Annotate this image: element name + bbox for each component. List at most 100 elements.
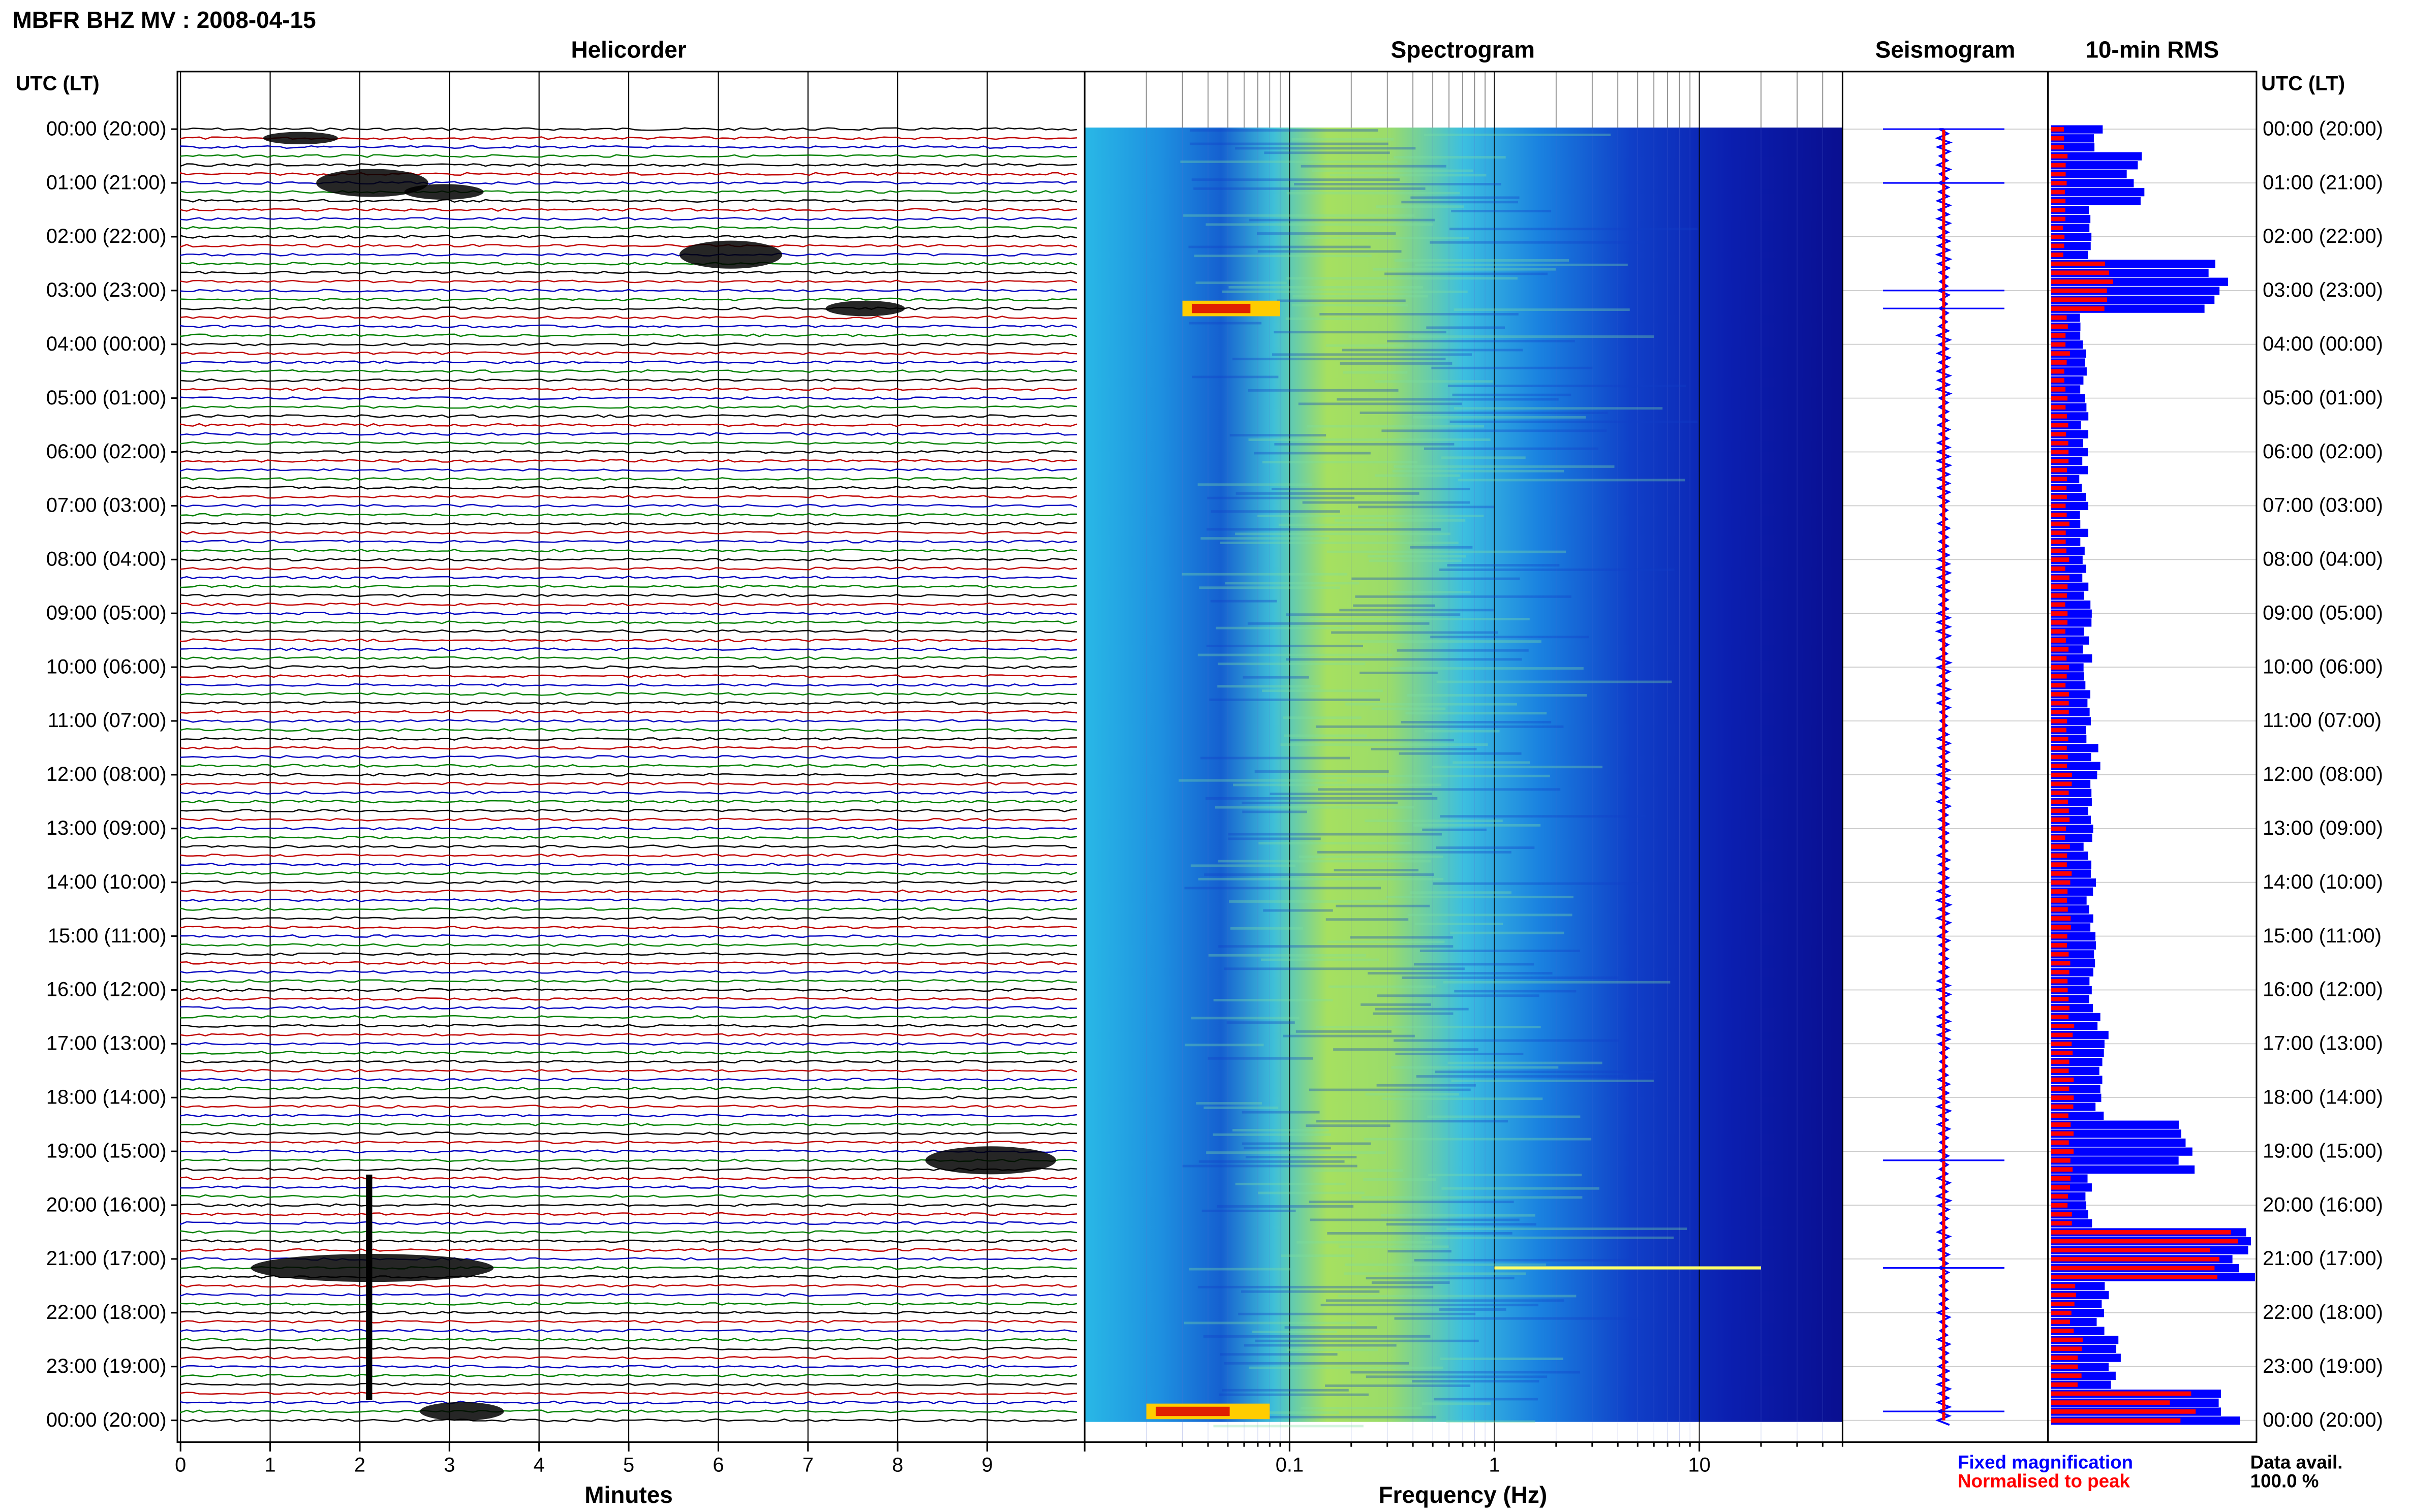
rms-bar-normalised (2051, 127, 2064, 132)
spectrogram-streak (1203, 1335, 1431, 1338)
spectrogram-streak (1244, 1344, 1397, 1347)
helicorder-trace (179, 1400, 1077, 1405)
rms-bar-normalised (2051, 1050, 2073, 1055)
spectrogram-streak (1233, 783, 1441, 786)
rms-bar-normalised (2051, 674, 2067, 679)
helicorder-trace (180, 315, 1077, 320)
legend-fixed: Fixed magnification (1958, 1452, 2133, 1473)
spectrogram-streak (1204, 873, 1434, 876)
rms-bar-normalised (2051, 691, 2069, 697)
helicorder-trace (179, 961, 1077, 965)
rms-bar-normalised (2051, 1391, 2191, 1396)
spectrogram-streak (1363, 1178, 1436, 1181)
rms-bar-normalised (2051, 1005, 2070, 1011)
helicorder-trace (179, 719, 1077, 723)
helicorder-trace (179, 1087, 1077, 1091)
spectrogram-streak (1394, 156, 1506, 159)
helicorder-trace (179, 405, 1077, 410)
spectrogram-streak (1216, 626, 1354, 629)
spectrogram-streak (1184, 1321, 1356, 1325)
spectrogram-streak (1274, 443, 1455, 446)
spectrogram-streak (1199, 586, 1341, 589)
spectrogram-streak (1446, 1227, 1687, 1231)
hour-label-right: 08:00 (04:00) (2263, 548, 2383, 571)
helicorder-trace (179, 548, 1077, 553)
spectrogram-streak (1262, 461, 1418, 464)
spectrogram-streak (1447, 385, 1686, 388)
helicorder-tick-label: 8 (892, 1454, 903, 1476)
spectrogram-streak (1430, 636, 1589, 639)
rms-bar-normalised (2051, 916, 2071, 921)
helicorder-trace (179, 1337, 1077, 1342)
spectrogram-streak (1338, 1295, 1577, 1298)
rms-bar-normalised (2051, 1077, 2074, 1082)
rms-bar-normalised (2051, 1086, 2070, 1091)
spectrogram-streak (1327, 1232, 1512, 1235)
hour-label-left: 19:00 (15:00) (46, 1140, 167, 1162)
helicorder-event (679, 240, 782, 269)
spectrogram-streak (1307, 425, 1485, 428)
spectrogram-streak (1235, 147, 1416, 150)
helicorder-trace (179, 871, 1077, 875)
seismogram-title: Seismogram (1875, 36, 2016, 62)
hour-label-right: 11:00 (07:00) (2263, 709, 2382, 732)
spectrogram-streak (1258, 1191, 1365, 1194)
rms-bar-fixed (2051, 197, 2141, 205)
spectrogram-streak (1327, 940, 1445, 943)
spectrogram-streak (1316, 1026, 1541, 1028)
rms-bar-normalised (2051, 728, 2066, 733)
rms-bar-normalised (2051, 306, 2105, 311)
spectrogram-streak (1427, 1115, 1581, 1118)
spectrogram-streak (1194, 255, 1372, 258)
rms-bar-normalised (2051, 253, 2063, 257)
hour-label-left: 21:00 (17:00) (46, 1247, 167, 1270)
spectrogram-streak (1407, 694, 1587, 697)
helicorder-trace (179, 432, 1077, 436)
rms-panel (2048, 125, 2257, 1425)
spectrogram-streak (1425, 730, 1500, 733)
helicorder-trace (179, 1042, 1077, 1046)
helicorder-trace (179, 970, 1077, 974)
spectrogram-streak (1280, 743, 1488, 746)
rms-bar-normalised (2051, 440, 2068, 446)
helicorder-trace (180, 521, 1077, 526)
spectrogram-streak (1433, 882, 1641, 885)
rms-bar-normalised (2051, 817, 2070, 822)
helicorder-trace (179, 333, 1077, 337)
rms-bar-normalised (2051, 1248, 2210, 1253)
hour-label-left: 04:00 (00:00) (46, 333, 167, 355)
helicorder-trace (179, 593, 1077, 597)
spectrogram-streak (1254, 452, 1371, 455)
spectrogram-streak (1422, 828, 1487, 831)
spectrogram-streak (1328, 985, 1436, 988)
rms-bar-normalised (2051, 781, 2072, 786)
spectrogram-streak (1228, 286, 1424, 289)
helicorder-trace (179, 1167, 1077, 1172)
helicorder-trace (180, 1033, 1077, 1037)
spectrogram-streak (1190, 129, 1378, 132)
rms-bar-normalised (2051, 611, 2068, 616)
hour-label-right: 19:00 (15:00) (2263, 1140, 2383, 1162)
spectrogram-streak (1213, 999, 1333, 1002)
spectrogram-streak (1249, 1366, 1443, 1369)
helicorder-trace (179, 172, 1077, 176)
spectrogram-streak (1316, 1120, 1508, 1123)
helicorder-trace (179, 647, 1077, 651)
helicorder-trace (179, 1364, 1077, 1369)
rms-bar-normalised (2051, 871, 2072, 876)
rms-bar-normalised (2051, 934, 2067, 939)
hour-label-left: 23:00 (19:00) (46, 1355, 167, 1377)
rms-bar-normalised (2051, 1256, 2219, 1262)
spectrogram-streak (1424, 133, 1611, 136)
spectrogram-streak (1245, 1155, 1357, 1158)
spectrogram-streak (1309, 1088, 1471, 1091)
spectrogram-streak (1242, 801, 1398, 804)
spectrogram-streak (1436, 846, 1535, 849)
rms-bar-normalised (2051, 378, 2064, 383)
spectrogram-streak (1394, 1039, 1619, 1042)
helicorder-trace (179, 1221, 1077, 1225)
rms-bar-normalised (2051, 925, 2071, 930)
spectrogram-streak (1336, 904, 1430, 907)
spectrogram-streak (1215, 806, 1414, 809)
helicorder-trace (179, 584, 1077, 589)
